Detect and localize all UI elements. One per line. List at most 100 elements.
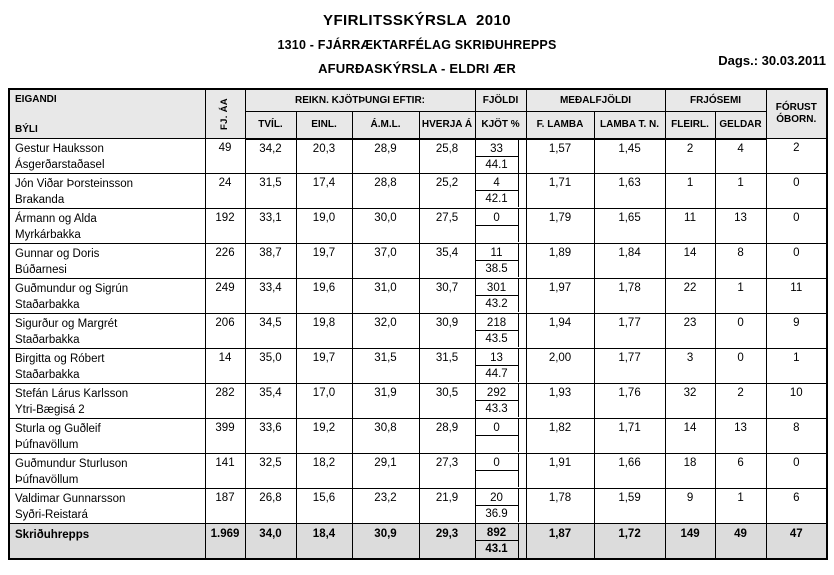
cell-tvil: 32,5 — [244, 453, 297, 489]
col-header-lamba-tn: LAMBA T. N. — [593, 111, 666, 140]
cell-kjot-pct: 43.2 — [485, 298, 508, 310]
cell-aml: 37,0 — [351, 243, 420, 279]
cell-geldar: 4 — [714, 138, 767, 174]
cell-einl: 19,0 — [295, 208, 353, 244]
cell-kjot-pct: 38.5 — [485, 263, 508, 275]
owner-name: Ármann og Alda — [15, 213, 97, 225]
cell-forust: 1 — [765, 348, 828, 384]
report-header: YFIRLITSSKÝRSLA 2010 1310 - FJÁRRÆKTARFÉ… — [0, 0, 834, 76]
table-row: Ármann og Alda Myrkárbakka 192 33,1 19,0… — [8, 208, 828, 244]
cell-tvil: 34,5 — [244, 313, 297, 349]
cell-tvil: 33,6 — [244, 418, 297, 454]
cell-lamba-tn: 1,63 — [593, 173, 666, 209]
totals-kjot-cell: 892 43.1 — [474, 523, 527, 560]
group-header-reikn: REIKN. KJÖTÞUNGI EFTIR: — [244, 88, 476, 113]
cell-aml: 32,0 — [351, 313, 420, 349]
col-header-forust: FÓRUST ÓBORN. — [765, 88, 828, 139]
cell-einl: 19,6 — [295, 278, 353, 314]
cell-forust: 0 — [765, 453, 828, 489]
cell-lamba-tn: 1,78 — [593, 278, 666, 314]
cell-geldar: 1 — [714, 488, 767, 524]
totals-aml: 30,9 — [351, 523, 420, 560]
cell-kjot: 20 36.9 — [474, 488, 527, 524]
cell-geldar: 1 — [714, 278, 767, 314]
totals-fj-aa: 1.969 — [204, 523, 246, 560]
cell-fleirl: 1 — [664, 173, 716, 209]
cell-hverja: 25,2 — [418, 173, 476, 209]
table-row: Guðmundur Sturluson Þúfnavöllum 141 32,5… — [8, 453, 828, 489]
owner-cell: Sturla og Guðleif Þúfnavöllum — [8, 418, 206, 454]
col-header-aml: Á.M.L. — [351, 111, 420, 140]
col-header-owner-line2: BÝLI — [15, 124, 38, 135]
owner-name: Stefán Lárus Karlsson — [15, 388, 129, 400]
owner-name: Gestur Hauksson — [15, 143, 104, 155]
cell-fj-aa: 141 — [204, 453, 246, 489]
cell-tvil: 31,5 — [244, 173, 297, 209]
cell-einl: 19,7 — [295, 243, 353, 279]
cell-f-lamba: 1,97 — [525, 278, 595, 314]
table-row: Birgitta og Róbert Staðarbakka 14 35,0 1… — [8, 348, 828, 384]
cell-f-lamba: 2,00 — [525, 348, 595, 384]
cell-aml: 30,8 — [351, 418, 420, 454]
cell-aml: 28,9 — [351, 138, 420, 174]
cell-forust: 11 — [765, 278, 828, 314]
group-header-fjoldi: FJÖLDI — [474, 88, 527, 113]
cell-kjot-count: 292 — [475, 384, 518, 401]
cell-kjot-count: 4 — [475, 174, 518, 191]
cell-tvil: 33,1 — [244, 208, 297, 244]
cell-kjot-count: 11 — [475, 244, 518, 261]
owner-cell: Sigurður og Margrét Staðarbakka — [8, 313, 206, 349]
table-row: Gestur Hauksson Ásgerðarstaðasel 49 34,2… — [8, 138, 828, 174]
cell-kjot-pct — [476, 436, 518, 452]
farm-name: Ásgerðarstaðasel — [15, 159, 105, 171]
col-header-fj-aa: FJ. ÁA — [204, 88, 246, 139]
cell-hverja: 31,5 — [418, 348, 476, 384]
report-title: YFIRLITSSKÝRSLA 2010 — [323, 12, 511, 29]
results-table: EIGANDI BÝLI FJ. ÁA REIKN. KJÖTÞUNGI EFT… — [8, 88, 829, 560]
farm-name: Myrkárbakka — [15, 229, 81, 241]
cell-kjot-count: 0 — [475, 454, 518, 471]
table-row: Guðmundur og Sigrún Staðarbakka 249 33,4… — [8, 278, 828, 314]
cell-hverja: 35,4 — [418, 243, 476, 279]
group-header-medalfjoldi: MEÐALFJÖLDI — [525, 88, 666, 113]
owner-name: Jón Viðar Þorsteinsson — [15, 178, 134, 190]
totals-kjot-pct: 43.1 — [485, 543, 508, 555]
cell-fleirl: 14 — [664, 418, 716, 454]
cell-forust: 8 — [765, 418, 828, 454]
cell-kjot-pct — [476, 226, 518, 242]
farm-name: Þúfnavöllum — [15, 474, 79, 486]
cell-einl: 19,7 — [295, 348, 353, 384]
farm-name: Brakanda — [15, 194, 65, 206]
table-row: Sigurður og Margrét Staðarbakka 206 34,5… — [8, 313, 828, 349]
cell-geldar: 0 — [714, 348, 767, 384]
col-header-kjot: KJÖT % — [474, 111, 527, 140]
farm-name: Staðarbakka — [15, 299, 80, 311]
cell-geldar: 2 — [714, 383, 767, 419]
cell-einl: 15,6 — [295, 488, 353, 524]
cell-aml: 31,5 — [351, 348, 420, 384]
cell-tvil: 26,8 — [244, 488, 297, 524]
cell-hverja: 27,5 — [418, 208, 476, 244]
report-type: AFURÐASKÝRSLA - ELDRI ÆR — [318, 61, 516, 76]
cell-fleirl: 23 — [664, 313, 716, 349]
cell-lamba-tn: 1,76 — [593, 383, 666, 419]
totals-geldar: 49 — [714, 523, 767, 560]
totals-f-lamba: 1,87 — [525, 523, 595, 560]
cell-fj-aa: 226 — [204, 243, 246, 279]
col-header-f-lamba: F. LAMBA — [525, 111, 595, 140]
cell-lamba-tn: 1,77 — [593, 348, 666, 384]
table-body: Gestur Hauksson Ásgerðarstaðasel 49 34,2… — [8, 138, 828, 524]
cell-lamba-tn: 1,84 — [593, 243, 666, 279]
totals-forust: 47 — [765, 523, 828, 560]
cell-f-lamba: 1,57 — [525, 138, 595, 174]
cell-forust: 0 — [765, 208, 828, 244]
farm-name: Staðarbakka — [15, 369, 80, 381]
totals-tvil: 34,0 — [244, 523, 297, 560]
cell-einl: 17,0 — [295, 383, 353, 419]
cell-fleirl: 2 — [664, 138, 716, 174]
cell-hverja: 27,3 — [418, 453, 476, 489]
cell-hverja: 25,8 — [418, 138, 476, 174]
farm-name: Þúfnavöllum — [15, 439, 79, 451]
cell-lamba-tn: 1,59 — [593, 488, 666, 524]
cell-fleirl: 3 — [664, 348, 716, 384]
